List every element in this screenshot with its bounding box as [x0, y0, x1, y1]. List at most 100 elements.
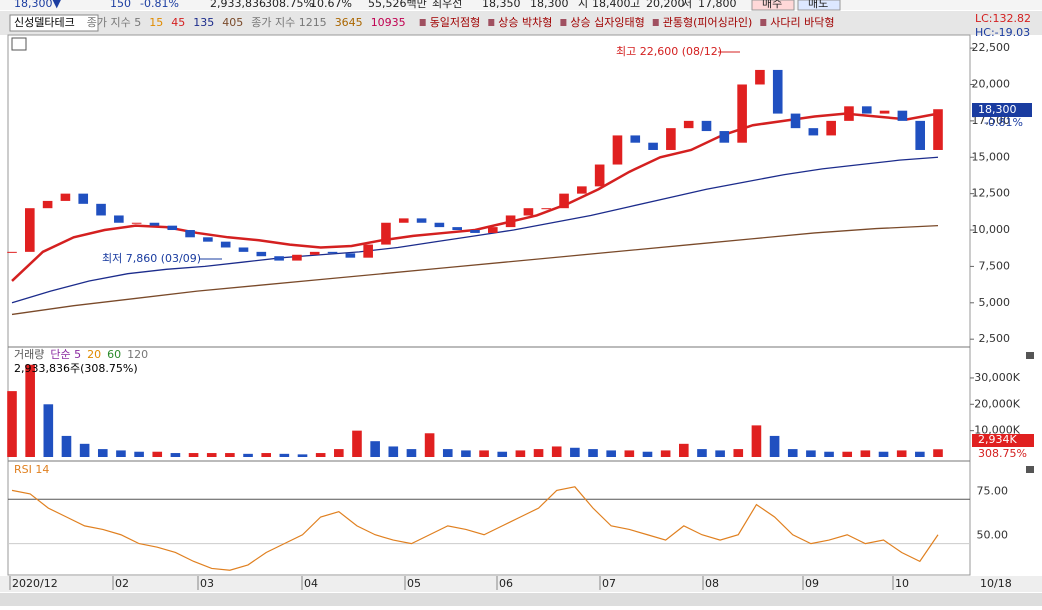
candle — [808, 128, 819, 136]
pattern-marker — [652, 19, 659, 26]
volume-bar — [751, 425, 762, 457]
volume-bar — [315, 453, 326, 457]
candle — [559, 193, 569, 209]
volume-bar — [806, 450, 816, 457]
top-item: -0.81% — [140, 0, 179, 10]
candle — [416, 218, 427, 223]
top-bar — [0, 0, 1042, 10]
volume-tag — [972, 434, 1034, 447]
volume-bar — [188, 453, 199, 457]
candle — [60, 193, 71, 201]
candle — [381, 222, 391, 245]
top-item: 18,400 — [592, 0, 631, 10]
pattern-marker — [760, 19, 767, 26]
candle — [167, 225, 178, 231]
legend-item: 동일저점형 — [430, 15, 481, 29]
high-note: 최고 22,600 (08/12) — [616, 45, 722, 58]
x-tick-label: 02 — [115, 577, 129, 590]
volume-bar — [896, 450, 907, 457]
panel-close[interactable] — [1026, 352, 1034, 359]
volume-legend: 120 — [127, 348, 148, 361]
candle — [309, 251, 320, 255]
ma-line — [11, 156, 939, 304]
low-note: 최저 7,860 (03/09) — [102, 252, 201, 265]
volume-bar — [697, 449, 707, 457]
volume-bar — [116, 450, 126, 457]
top-item: 150 — [110, 0, 131, 10]
x-tick-label: 03 — [200, 577, 214, 590]
candle — [96, 203, 106, 216]
y-tick-label: 30,000K — [974, 371, 1020, 384]
top-item: 10.67% — [310, 0, 352, 10]
candle — [772, 69, 783, 114]
y-tick-label: 10,000K — [974, 424, 1020, 437]
volume-bar — [769, 435, 780, 457]
top-item: 17,800 — [698, 0, 737, 10]
volume-bar — [678, 443, 689, 457]
current-price: 18,300 — [978, 103, 1017, 116]
volume-bar — [225, 453, 235, 457]
candle — [666, 128, 676, 150]
legend-item: 3645 — [335, 16, 363, 29]
volume-bar — [152, 451, 163, 457]
candle — [612, 135, 623, 165]
y-tick-label: 22,500 — [972, 41, 1011, 54]
volume-bar — [479, 450, 489, 457]
candle — [185, 230, 195, 238]
volume-bar — [588, 449, 598, 457]
order-button-label: 매도 — [808, 0, 828, 10]
volume-legend: 거래량 — [14, 348, 44, 361]
stock-name-box — [9, 14, 99, 32]
volume-bar — [388, 446, 399, 457]
candle — [363, 244, 373, 258]
x-tick-label: 05 — [407, 577, 421, 590]
volume-bar — [352, 430, 362, 457]
chart-layer: 18,300▼ 150 -0.81% 2,933,836 308.75%10.67% 55… — [7, 0, 1034, 590]
legend-item: 10935 — [371, 16, 406, 29]
volume-bar — [461, 450, 471, 457]
candle — [292, 254, 302, 261]
x-axis-bar — [0, 576, 1042, 592]
candle — [149, 222, 160, 226]
y-tick-label: 5,000 — [979, 296, 1011, 309]
candle — [42, 200, 53, 209]
order-button[interactable] — [751, 0, 795, 11]
volume-bar — [134, 451, 144, 457]
legend-bar — [0, 11, 1042, 35]
y-tick-label: 50.00 — [977, 529, 1009, 542]
candle — [701, 120, 712, 132]
x-tick-label: 10 — [895, 577, 909, 590]
scrollbar[interactable] — [0, 593, 1042, 606]
order-button[interactable] — [797, 0, 841, 11]
price-tag — [972, 103, 1032, 117]
y-tick-label: 7,500 — [979, 259, 1011, 272]
legend-item: 종가 지수 1215 — [251, 16, 326, 29]
candle — [826, 120, 836, 136]
candle — [594, 164, 605, 187]
candle — [879, 110, 890, 114]
volume-bar — [606, 450, 616, 457]
volume-bar — [25, 364, 35, 457]
top-item: 최우선 — [432, 0, 462, 10]
y-tick-label: 17,500 — [972, 114, 1011, 127]
volume-bar — [243, 453, 253, 457]
legend-item: 상승 박차형 — [498, 16, 552, 29]
volume-bar — [43, 404, 54, 457]
volume-bar — [261, 453, 272, 457]
grid-icon[interactable] — [11, 37, 27, 51]
candle — [683, 120, 694, 129]
x-tick-label: 2020/12 — [12, 577, 58, 590]
x-tick-label: 06 — [499, 577, 513, 590]
candle — [737, 84, 747, 143]
volume-legend: 20 — [87, 348, 101, 361]
volume-bar — [533, 449, 544, 457]
volume-bar — [79, 443, 90, 457]
candle — [630, 135, 641, 143]
top-item: 18,300 — [530, 0, 569, 10]
legend-item: 상승 십자잉태형 — [570, 16, 644, 29]
volume-bar — [733, 449, 744, 457]
legend-item: 종가 지수 5 — [87, 16, 141, 29]
volume-legend: 60 — [107, 348, 121, 361]
panel-close[interactable] — [1026, 466, 1034, 473]
